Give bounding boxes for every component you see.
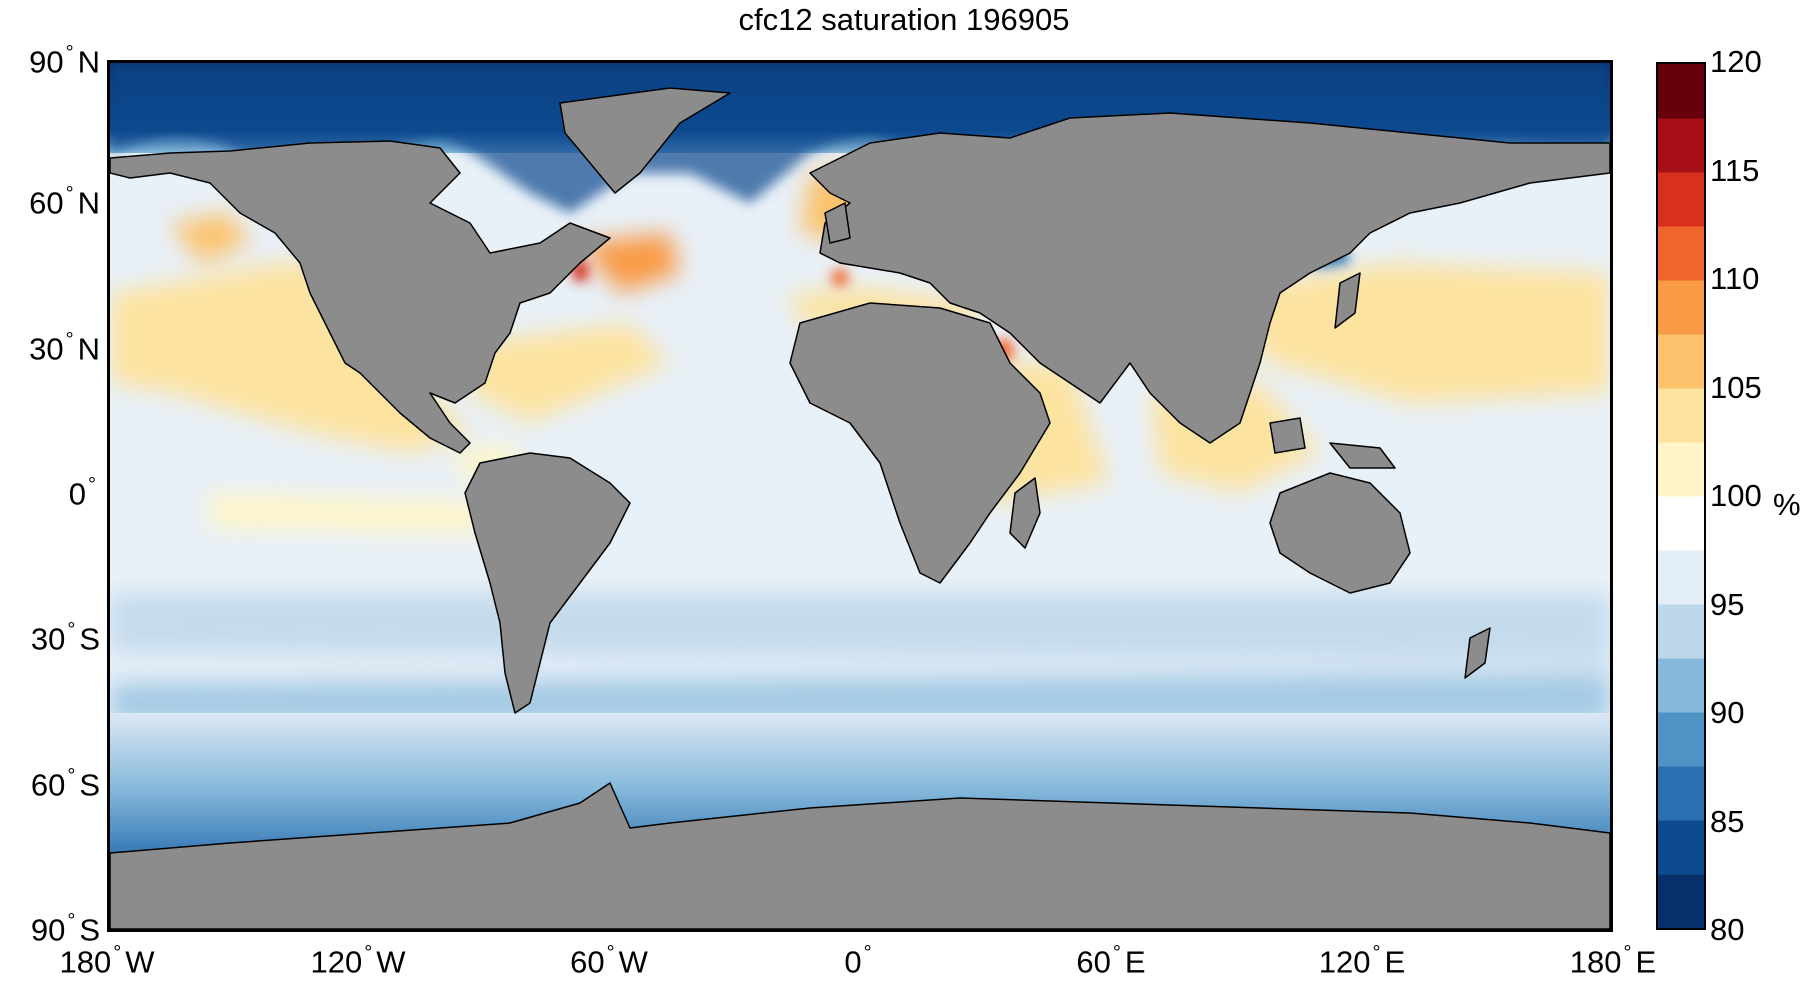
colorbar-segment (1658, 442, 1704, 497)
greenland (559, 87, 731, 194)
north-america (110, 140, 611, 454)
latitude-label: 90 ° N (29, 42, 100, 80)
british-isles (824, 202, 851, 244)
colorbar-segment (1658, 496, 1704, 551)
latitude-label: 90 ° S (30, 910, 100, 948)
latitude-label: 0 ° (68, 474, 96, 512)
colorbar-segment (1658, 550, 1704, 605)
longitude-label: 60 ° W (570, 942, 648, 980)
new-zealand (1464, 627, 1491, 679)
colorbar-tick-label: 115 (1710, 152, 1760, 188)
colorbar-segment (1658, 280, 1704, 335)
colorbar-tick-label: 90 (1710, 695, 1745, 730)
colorbar-segment (1658, 334, 1704, 389)
colorbar-tick-label: 80 (1710, 912, 1745, 947)
madagascar (1009, 477, 1041, 549)
latitude-label: 30 ° S (30, 619, 100, 657)
australia (1269, 472, 1411, 594)
colorbar-segment (1658, 226, 1704, 281)
japan (1334, 272, 1361, 329)
latitude-label: 60 ° S (30, 764, 100, 802)
latitude-label: 60 ° N (29, 183, 100, 221)
africa (789, 302, 1051, 584)
colorbar (1656, 62, 1706, 930)
colorbar-segment (1658, 766, 1704, 821)
colorbar-segment (1658, 604, 1704, 659)
colorbar-tick-label: 105 (1710, 369, 1762, 405)
borneo (1269, 417, 1306, 454)
saturation-map (110, 63, 1610, 929)
colorbar-tick-label: 100 (1710, 478, 1762, 513)
colorbar-segment (1658, 64, 1704, 119)
colorbar-segment (1658, 820, 1704, 875)
map-plot-area (107, 60, 1613, 932)
south-america (464, 452, 631, 714)
colorbar-unit: % (1773, 487, 1801, 522)
longitude-label: 0 ° (844, 942, 872, 980)
southern-ocean-bands (110, 593, 1610, 723)
colorbar-segment (1658, 712, 1704, 767)
colorbar-segment (1658, 388, 1704, 443)
colorbar-segment (1658, 172, 1704, 227)
colorbar-tick-label: 95 (1710, 586, 1745, 622)
colorbar-segment (1658, 118, 1704, 173)
latitude-label: 30 ° N (29, 328, 100, 366)
longitude-label: 120 ° E (1318, 942, 1406, 980)
colorbar-scale (1658, 64, 1704, 929)
land-masses (110, 87, 1610, 929)
colorbar-segment (1658, 658, 1704, 713)
longitude-label: 60 ° E (1076, 942, 1146, 980)
colorbar-tick-label: 85 (1710, 803, 1745, 839)
map-title: cfc12 saturation 196905 (738, 2, 1070, 37)
longitude-label: 120 ° W (310, 942, 406, 980)
eurasia (809, 112, 1610, 444)
colorbar-segment (1658, 874, 1704, 929)
longitude-label: 180 ° W (59, 942, 155, 980)
antarctica (110, 782, 1610, 929)
longitude-label: 180 ° E (1569, 942, 1657, 980)
colorbar-tick-label: 110 (1710, 261, 1760, 296)
new-guinea (1329, 442, 1396, 469)
colorbar-tick-label: 120 (1710, 44, 1762, 79)
